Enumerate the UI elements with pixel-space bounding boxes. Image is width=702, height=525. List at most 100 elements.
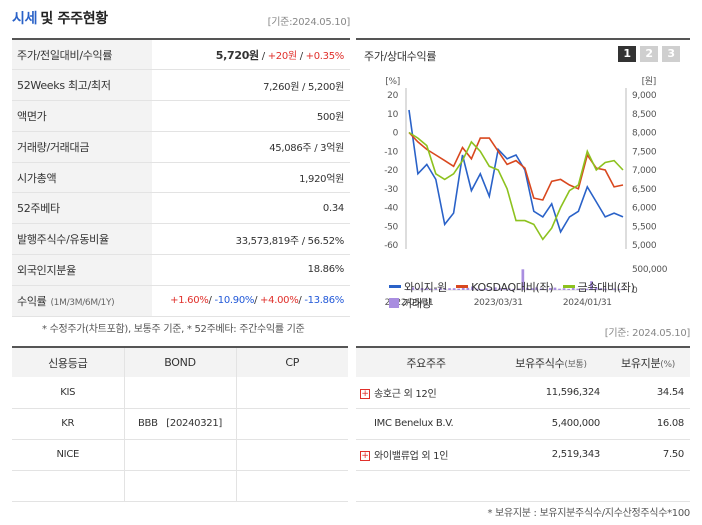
value-part: / xyxy=(296,50,306,62)
volume-bar xyxy=(461,287,465,290)
price-row-label-text: 거래량/거래대금 xyxy=(17,140,90,154)
volume-bar xyxy=(585,288,589,290)
volume-bar xyxy=(604,288,607,290)
price-row-label-sub: (1M/3M/6M/1Y) xyxy=(50,297,115,308)
section-header: 시세 및 주주현황 [기준:2024.05.10] xyxy=(12,8,350,34)
x-tick-label: 2022/05/31 xyxy=(385,298,434,308)
holder-name: 송호근 외 12인 xyxy=(374,388,437,400)
chart-tab-1[interactable]: 1 xyxy=(618,46,636,62)
left-tick-label: -50 xyxy=(384,222,398,232)
volume-bar xyxy=(530,288,534,290)
volume-bar xyxy=(562,288,566,290)
price-chart: [%] [원] 20 10 0 -10 -20 -30 -40 -50 -60 9,000 8,500 8… xyxy=(384,76,668,308)
price-row-label: 액면가 xyxy=(12,100,152,132)
price-row-value: 0.34 xyxy=(152,193,350,224)
volume-bar xyxy=(521,269,525,290)
section-title-sub: 및 주주현황 xyxy=(40,11,108,27)
holder-row: + 와이밸류업 외 1인 2,519,343 7.50 xyxy=(356,439,690,471)
price-row-value: 33,573,819주 / 56.52% xyxy=(152,224,350,255)
volume-bar xyxy=(429,288,433,290)
holders-header-shares-unit: (보통) xyxy=(564,359,587,370)
legend-item-volume: 거래량 xyxy=(389,295,432,311)
holders-header-pct-label: 보유지분 xyxy=(621,356,661,370)
expand-plus-icon[interactable]: + xyxy=(360,388,370,399)
price-row-label: 발행주식수/유동비율 xyxy=(12,223,152,255)
price-row: 거래량/거래대금 45,086주 / 3억원 xyxy=(12,131,350,163)
left-tick-label: 10 xyxy=(387,110,398,120)
series-line xyxy=(408,131,624,201)
credit-row: KIS xyxy=(12,377,348,409)
value-part: / xyxy=(254,295,261,307)
holder-shares: 5,400,000 xyxy=(496,408,606,440)
price-row-label-text: 52Weeks 최고/최저 xyxy=(17,79,111,93)
price-footnote: * 수정주가(차트포함), 보통주 기준, * 52주베타: 주간수익률 기준 xyxy=(42,324,305,335)
right-tick-label: 5,000 xyxy=(632,241,657,251)
volume-bar xyxy=(544,289,548,290)
credit-cell xyxy=(12,470,125,502)
chart-tab-2[interactable]: 2 xyxy=(640,46,658,62)
volume-bar xyxy=(617,288,621,290)
price-row-value: 5,720원 / +20원 / +0.35% xyxy=(152,39,350,70)
value-part: 500원 xyxy=(316,112,344,124)
holder-name-cell[interactable]: + 와이밸류업 외 1인 xyxy=(356,439,496,471)
right-tick-label: 9,000 xyxy=(632,91,657,101)
credit-cell: KR xyxy=(12,408,125,440)
holder-row: + 송호근 외 12인 11,596,324 34.54 xyxy=(356,377,690,409)
price-row-label: 52주베타 xyxy=(12,192,152,224)
reference-date: [기준:2024.05.10] xyxy=(267,17,351,28)
value-part: +4.00% xyxy=(260,295,299,307)
credit-cell xyxy=(124,377,237,409)
volume-bar xyxy=(471,286,474,290)
price-row: 액면가 500원 xyxy=(12,100,350,132)
volume-bar xyxy=(494,287,497,290)
price-row-value: +1.60%/ -10.90%/ +4.00%/ -13.86% xyxy=(152,285,350,316)
right-tick-label: 8,500 xyxy=(632,110,657,120)
chart-tab-3[interactable]: 3 xyxy=(662,46,680,62)
holder-shares xyxy=(496,470,606,502)
holder-name: IMC Benelux B.V. xyxy=(374,418,454,429)
legend-item-metal: 금속대비(좌) xyxy=(562,279,635,295)
credit-cell: NICE xyxy=(12,439,125,471)
holder-name-cell[interactable]: + 송호근 외 12인 xyxy=(356,377,496,409)
volume-bar xyxy=(448,288,451,290)
major-holders-table: 주요주주 보유주식수(보통) 보유지분(%) + 송호근 외 12인 11,596,… xyxy=(356,346,690,502)
holders-header-pct-unit: (%) xyxy=(660,359,675,370)
left-tick-label: 20 xyxy=(387,91,398,101)
reference-date-2: [기준: 2024.05.10] xyxy=(604,328,691,339)
credit-row: KR BBB [20240321] xyxy=(12,408,348,440)
volume-bar xyxy=(452,288,456,290)
expand-plus-icon[interactable]: + xyxy=(360,451,370,461)
volume-bar xyxy=(457,288,460,290)
credit-row xyxy=(12,470,348,502)
price-row-label: 외국인지분율 xyxy=(12,254,152,286)
price-row: 52Weeks 최고/최저 7,260원 / 5,200원 xyxy=(12,69,350,101)
chart-title: 주가/상대수익률 xyxy=(364,50,437,63)
credit-cell xyxy=(236,470,348,502)
credit-rating-table: 신용등급 BOND CP KIS KR BBB [20240321] NICE xyxy=(12,346,348,502)
volume-tick-label: 0 xyxy=(632,286,638,296)
price-row-value: 1,920억원 xyxy=(152,162,350,193)
volume-bar xyxy=(526,287,529,290)
volume-bar xyxy=(613,288,616,290)
credit-header-cp: CP xyxy=(236,346,348,377)
left-tick-label: -20 xyxy=(384,166,398,176)
volume-bar xyxy=(571,287,575,290)
left-tick-label: -10 xyxy=(384,147,398,157)
holders-footnote: * 보유지분 : 보유지분주식수/지수산정주식수*100 xyxy=(487,508,690,519)
volume-bar xyxy=(443,288,447,290)
holder-pct: 34.54 xyxy=(606,377,690,409)
price-row-value: 18.86% xyxy=(152,255,350,286)
volume-bar xyxy=(503,288,506,290)
price-row-label: 거래량/거래대금 xyxy=(12,131,152,163)
volume-bar xyxy=(594,287,598,290)
volume-bar xyxy=(507,288,511,290)
right-tick-label: 7,000 xyxy=(632,166,657,176)
x-tick-label: 2024/01/31 xyxy=(563,298,612,308)
credit-cell xyxy=(236,408,348,440)
left-tick-label: 0 xyxy=(393,129,399,139)
right-tick-label: 7,500 xyxy=(632,147,657,157)
volume-bar xyxy=(416,288,419,290)
price-row-label-text: 주가/전일대비/수익률 xyxy=(17,48,113,62)
price-row: 주가/전일대비/수익률 5,720원 / +20원 / +0.35% xyxy=(12,39,350,70)
value-part: 45,086주 / 3억원 xyxy=(269,143,344,155)
